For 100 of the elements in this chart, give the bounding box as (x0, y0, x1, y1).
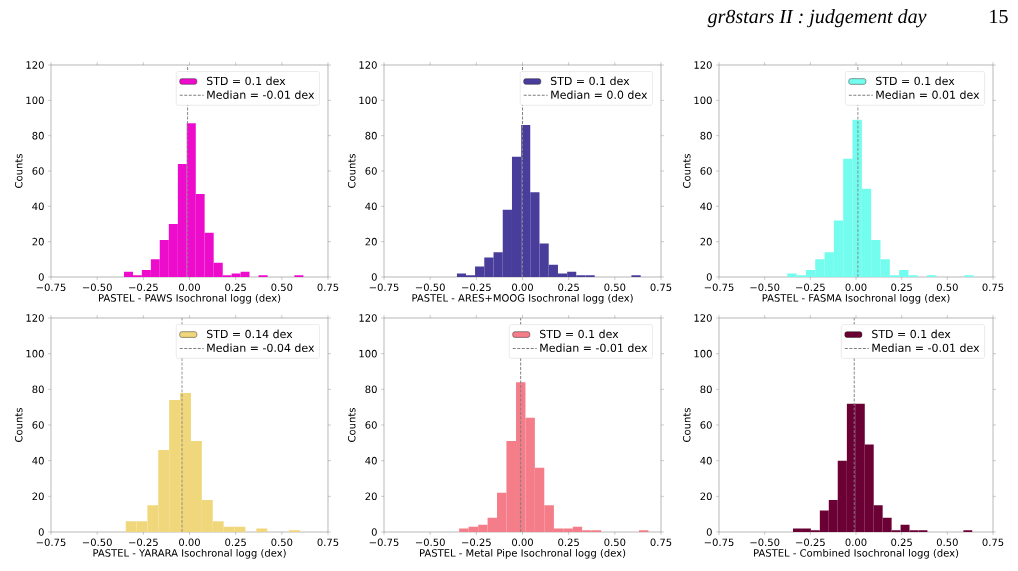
y-tick-label: 60 (365, 167, 377, 175)
y-axis-title: Counts (14, 154, 23, 188)
x-tick-label: 0.00 (512, 538, 533, 547)
y-tick-label: 120 (26, 61, 44, 69)
x-tick-label: 0.00 (179, 538, 200, 547)
y-tick-label: 0 (38, 528, 44, 536)
y-tick-label: 60 (32, 421, 44, 429)
x-axis-title: PASTEL - Metal Pipe Isochronal logg (dex) (420, 548, 626, 559)
y-tick-label: 20 (365, 237, 377, 246)
y-tick-label: 0 (706, 528, 712, 536)
x-tick-label: −0.50 (82, 538, 112, 547)
y-tick-label: 60 (700, 167, 712, 175)
x-tick-label: 0.00 (845, 283, 867, 292)
x-tick-label: 0.75 (650, 538, 672, 547)
y-tick-label: 120 (359, 314, 377, 322)
y-tick-label: 120 (26, 314, 44, 322)
x-tick-label: 0.25 (225, 538, 246, 547)
y-tick-label: 20 (700, 492, 712, 501)
y-tick-label: 0 (38, 273, 44, 281)
x-tick-label: −0.50 (415, 538, 445, 547)
x-tick-label: −0.25 (129, 538, 158, 547)
x-axis-title: PASTEL - Combined Isochronal logg (dex) (754, 548, 959, 559)
ref-line-label: Median = 0.0 dex (551, 90, 648, 99)
y-tick-label: 100 (26, 96, 44, 105)
y-tick-label: 80 (32, 131, 44, 140)
x-tick-label: 0.00 (179, 283, 200, 292)
y-tick-label: 120 (359, 61, 377, 69)
x-tick-label: 0.25 (891, 538, 912, 547)
ref-line-label: Median = -0.01 dex (872, 343, 980, 352)
y-tick-label: 40 (32, 202, 44, 211)
y-tick-label: 120 (694, 61, 712, 69)
legend-label: STD = 0.14 dex (206, 329, 293, 339)
y-axis-title: Counts (347, 408, 356, 442)
x-tick-label: 0.25 (558, 538, 579, 547)
legend-label: STD = 0.1 dex (539, 329, 619, 339)
x-tick-label: −0.75 (369, 283, 399, 292)
x-tick-label: 0.25 (558, 283, 579, 292)
x-tick-label: −0.75 (36, 283, 66, 292)
x-tick-label: 0.75 (982, 538, 1004, 547)
y-tick-label: 100 (694, 349, 712, 358)
y-tick-label: 0 (371, 528, 377, 536)
x-tick-label: −0.75 (704, 538, 734, 547)
y-tick-label: 60 (700, 421, 712, 429)
y-tick-label: 100 (26, 349, 44, 358)
x-tick-label: 0.25 (225, 283, 246, 292)
y-tick-label: 120 (694, 314, 712, 322)
x-tick-label: 0.00 (512, 283, 533, 292)
x-tick-label: −0.25 (796, 283, 825, 292)
x-tick-label: −0.50 (750, 538, 780, 547)
x-tick-label: −0.25 (462, 283, 491, 292)
y-tick-label: 20 (365, 492, 377, 501)
x-axis-title: PASTEL - YARARA Isochronal logg (dex) (93, 548, 286, 559)
y-tick-label: 40 (32, 456, 44, 465)
x-tick-label: −0.25 (796, 538, 825, 547)
legend-label: STD = 0.1 dex (876, 76, 955, 86)
y-tick-label: 80 (32, 385, 44, 394)
y-tick-label: 20 (700, 237, 712, 246)
x-tick-label: 0.75 (317, 538, 339, 547)
y-tick-label: 40 (365, 456, 377, 465)
x-tick-label: 0.75 (650, 283, 672, 292)
y-tick-label: 100 (359, 349, 377, 358)
x-tick-label: −0.50 (82, 283, 112, 292)
ref-line-label: Median = -0.04 dex (207, 343, 315, 352)
ref-line-label: Median = -0.01 dex (207, 90, 315, 99)
x-tick-label: −0.75 (36, 538, 66, 547)
y-tick-label: 40 (700, 456, 712, 465)
x-tick-label: 0.50 (271, 283, 293, 292)
y-tick-label: 80 (365, 131, 377, 140)
x-tick-label: 0.50 (936, 283, 958, 292)
legend-label: STD = 0.1 dex (550, 76, 630, 86)
y-tick-label: 80 (700, 131, 712, 140)
y-axis-title: Counts (682, 408, 691, 442)
x-tick-label: −0.25 (129, 283, 158, 292)
text: 15 (990, 9, 1008, 24)
y-tick-label: 0 (706, 273, 712, 281)
x-tick-label: 0.50 (604, 538, 626, 547)
x-tick-label: 0.75 (317, 283, 339, 292)
y-tick-label: 0 (371, 273, 377, 281)
x-tick-label: 0.75 (982, 283, 1004, 292)
x-axis-title: PASTEL - ARES+MOOG Isochronal logg (dex) (412, 293, 633, 304)
y-axis-title: Counts (682, 154, 691, 188)
y-tick-label: 20 (32, 492, 44, 501)
x-tick-label: 0.50 (604, 283, 626, 292)
x-tick-label: −0.50 (415, 283, 445, 292)
y-tick-label: 80 (365, 385, 377, 394)
y-axis-title: Counts (14, 408, 23, 442)
x-axis-title: PASTEL - FASMA Isochronal logg (dex) (762, 293, 950, 304)
legend-label: STD = 0.1 dex (206, 76, 286, 86)
x-tick-label: −0.25 (462, 538, 491, 547)
y-tick-label: 60 (365, 421, 377, 429)
x-tick-label: 0.50 (936, 538, 958, 547)
x-axis-title: PASTEL - PAWS Isochronal logg (dex) (98, 293, 281, 304)
y-tick-label: 60 (32, 167, 44, 175)
ref-line-label: Median = 0.01 dex (876, 90, 980, 99)
y-tick-label: 20 (32, 237, 44, 246)
legend-label: STD = 0.1 dex (872, 329, 951, 339)
x-tick-label: 0.25 (891, 283, 912, 292)
x-tick-label: −0.75 (704, 283, 734, 292)
ref-line-label: Median = -0.01 dex (540, 343, 648, 352)
y-axis-title: Counts (347, 154, 356, 188)
